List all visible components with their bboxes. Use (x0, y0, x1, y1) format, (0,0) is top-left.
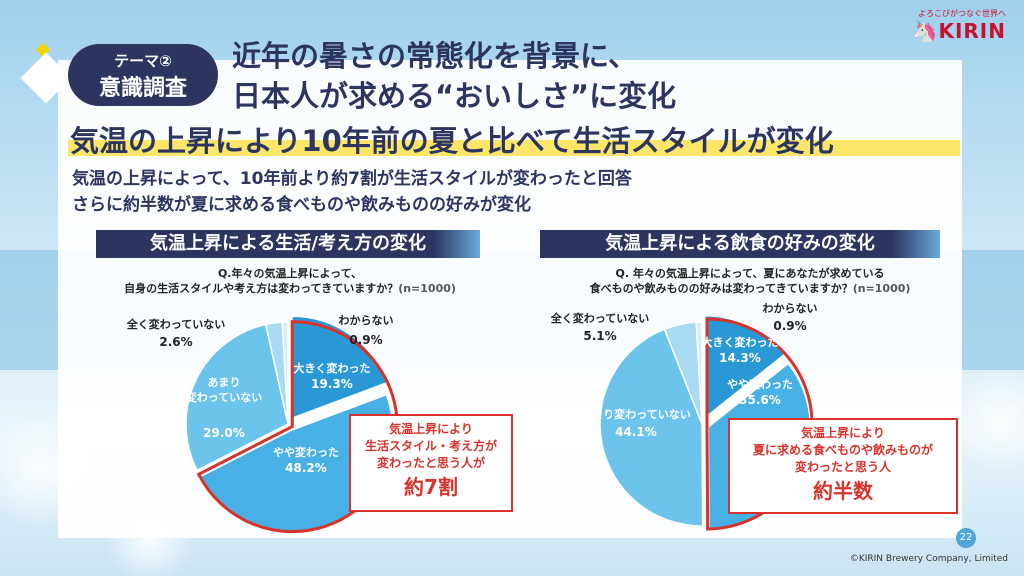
chart1-callout-line2: 生活スタイル・考え方が (364, 439, 497, 453)
chart2-sample-size: (n=1000) (852, 282, 911, 295)
chart2-slice-4 (695, 321, 703, 425)
subheading: 気温の上昇により10年前の夏と比べて生活スタイルが変化 (70, 124, 834, 158)
chart1-slice-2-value: 29.0% (203, 426, 245, 440)
main-title-line2: 日本人が求める“おいしさ”に変化 (232, 79, 677, 113)
chart1-callout: 気温上昇により 生活スタイル・考え方が 変わったと思う人が 約7割 (349, 414, 513, 512)
main-title-line1: 近年の暑さの常態化を背景に、 (232, 39, 638, 73)
chart2-slice-4-label: わからない (763, 302, 818, 315)
chart1-sample-size: (n=1000) (398, 282, 456, 295)
chart1-slice-4-label: わからない (339, 314, 394, 327)
copyright: ©KIRIN Brewery Company, Limited (849, 554, 1008, 564)
chart1-callout-line3: 変わったと思う人が (376, 456, 485, 470)
chart1-slice-4 (281, 321, 289, 425)
chart1-callout-big: 約7割 (404, 475, 458, 499)
logo-tagline: よろこびがつなぐ世界へ (918, 9, 1006, 18)
kirin-mark-icon: 🦄 (912, 19, 939, 43)
logo-brand: 🦄KIRIN (913, 19, 1006, 43)
chart2-callout-big: 約半数 (813, 479, 873, 503)
chart2-slice-4-value: 0.9% (773, 319, 806, 333)
chart1-slice-1-value: 48.2% (285, 461, 327, 475)
chart2-question-line2-text: 食べものや飲みものの好みは変わってきていますか？ (589, 282, 853, 295)
main-title: 近年の暑さの常態化を背景に、 日本人が求める“おいしさ”に変化 (232, 36, 676, 116)
chart2-callout: 気温上昇により 夏に求める食べものや飲みものが 変わったと思う人 約半数 (728, 418, 958, 514)
chart2-slice-2 (599, 328, 704, 527)
chart1-question-line1: Q.年々の気温上昇によって、 (217, 267, 363, 280)
chart2-slice-0-label: 大きく変わった (702, 335, 779, 349)
chart2-slice-2-label: あまり変わっていない (581, 407, 690, 421)
chart1-question: Q.年々の気温上昇によって、 自身の生活スタイルや考え方は変わってきていますか？… (70, 266, 510, 296)
subheading-highlight (68, 140, 960, 156)
chart2-callout-line1: 気温上昇により (801, 426, 885, 440)
chart1-question-line2-text: 自身の生活スタイルや考え方は変わってきていますか？ (124, 282, 399, 295)
chart1-question-line2: 自身の生活スタイルや考え方は変わってきていますか？(n=1000) (70, 281, 510, 296)
chart1-slice-3-value: 2.6% (159, 335, 192, 349)
description-line1: 気温の上昇によって、10年前より約7割が生活スタイルが変わったと回答 (72, 169, 632, 189)
chart2-callout-line2: 夏に求める食べものや飲みものが (752, 443, 933, 457)
chart1-title-banner: 気温上昇による生活/考え方の変化 (96, 230, 480, 258)
theme-badge: テーマ② 意識調査 (68, 44, 218, 106)
chart2-callout-line3: 変わったと思う人 (794, 460, 891, 474)
chart1-slice-3-label: 全く変わっていない (126, 317, 225, 331)
chart1-slice-0-label: 大きく変わった (294, 361, 371, 375)
theme-title: 意識調査 (98, 76, 187, 101)
chart1-slice-4-value: 0.9% (349, 333, 382, 347)
chart2-question-line2: 食べものや飲みものの好みは変わってきていますか？(n=1000) (540, 281, 960, 296)
chart2-question: Q. 年々の気温上昇によって、夏にあなたが求めている 食べものや飲みものの好みは… (540, 266, 960, 296)
kirin-logo: よろこびがつなぐ世界へ 🦄KIRIN (913, 8, 1006, 43)
chart2-slice-0-value: 14.3% (719, 351, 761, 365)
description-line2: さらに約半数が夏に求める食べものや飲みものの好みが変化 (72, 195, 531, 215)
chart2-slice-3-value: 5.1% (583, 329, 616, 343)
page-number: 22 (956, 528, 976, 548)
theme-label: テーマ② (114, 52, 172, 70)
chart1-callout-line1: 気温上昇により (389, 422, 473, 436)
chart1-slice-1-label: やや変わった (273, 445, 339, 459)
chart1-slice-2-label: 変わっていない (186, 390, 262, 404)
logo-brand-text: KIRIN (938, 19, 1006, 43)
description: 気温の上昇によって、10年前より約7割が生活スタイルが変わったと回答 さらに約半… (72, 166, 632, 218)
chart1-slice-0-value: 19.3% (311, 377, 353, 391)
chart2-slice-2-value: 44.1% (615, 425, 657, 439)
chart2-question-line1: Q. 年々の気温上昇によって、夏にあなたが求めている (615, 267, 885, 280)
chart2-slice-1-label: やや変わった (727, 377, 793, 391)
chart1-slice-2-label: あまり (208, 376, 241, 389)
chart1-pie: 大きく変わった 19.3% やや変わった 48.2% あまり変わっていない 29.0% 全く… (126, 314, 399, 534)
chart1-slice-2 (185, 323, 289, 472)
chart2-title-banner: 気温上昇による飲食の好みの変化 (540, 230, 940, 258)
chart2-slice-3-label: 全く変わっていない (550, 311, 649, 325)
chart2-slice-1-value: 35.6% (739, 393, 781, 407)
